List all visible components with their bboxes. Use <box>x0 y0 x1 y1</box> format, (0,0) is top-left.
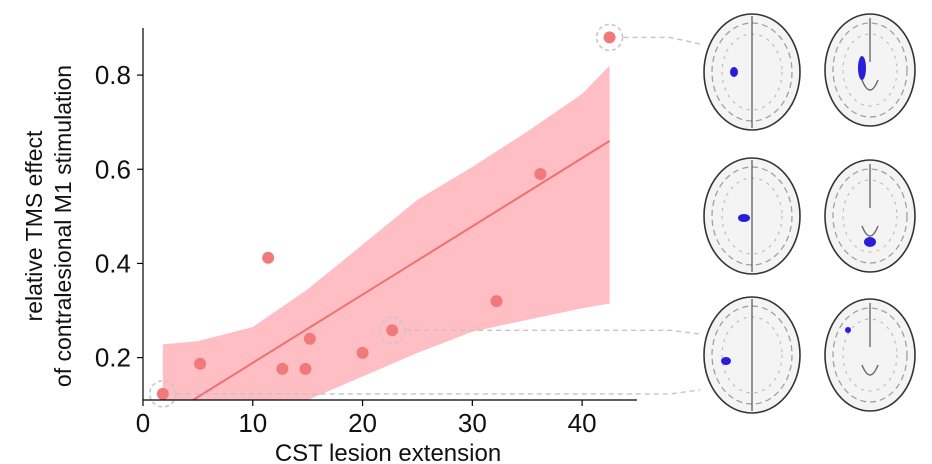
white-matter-folds <box>842 33 898 107</box>
y-tick-label: 0.2 <box>95 343 131 373</box>
white-matter-folds <box>842 318 898 392</box>
regression-line <box>192 140 611 401</box>
brain-outline <box>824 13 916 127</box>
axial-brain-slice <box>703 296 801 414</box>
axes <box>137 28 637 406</box>
x-axis-label: CST lesion extension <box>275 440 501 464</box>
data-point <box>386 324 399 337</box>
data-point <box>194 357 207 370</box>
brain-outline <box>824 298 916 412</box>
y-axis-label-line-1: relative TMS effect <box>21 130 47 322</box>
y-axis-label-line-2: of contralesional M1 stimulation <box>50 65 76 387</box>
brainstem <box>861 225 879 237</box>
connector-line <box>406 329 701 335</box>
tick-labels: 0 10 20 30 40 0.2 0.4 0.6 0.8 <box>95 60 597 438</box>
highlight-ring <box>378 316 406 345</box>
cortex-folds <box>711 22 793 122</box>
lesion-marker <box>864 237 876 247</box>
lesion-marker <box>845 327 851 333</box>
cortex-folds <box>832 22 908 118</box>
lesion-marker <box>858 56 866 80</box>
x-tick-label: 30 <box>458 408 487 438</box>
confidence-band-layer <box>162 65 610 400</box>
y-tick-label: 0.4 <box>95 248 131 278</box>
cortex-folds <box>711 305 793 405</box>
brain-scan-panels <box>703 13 916 414</box>
lesion-marker <box>721 357 731 365</box>
x-tick-label: 40 <box>568 408 597 438</box>
coronal-brain-slice <box>824 159 916 273</box>
white-matter-folds <box>842 179 898 253</box>
highlight-ring <box>595 23 624 52</box>
coronal-brain-slice <box>824 298 916 412</box>
data-point <box>603 31 616 44</box>
data-point <box>156 387 169 400</box>
x-tick-label: 20 <box>348 408 377 438</box>
cortex-folds <box>832 307 908 403</box>
data-point <box>303 332 316 345</box>
axial-brain-slice <box>703 13 801 131</box>
data-point <box>299 362 312 375</box>
brainstem <box>861 364 879 376</box>
data-point <box>262 251 275 264</box>
brainstem <box>861 79 879 91</box>
confidence-band <box>162 65 610 400</box>
axial-brain-slice <box>703 157 801 275</box>
lesion-marker <box>730 67 738 77</box>
brain-outline <box>824 159 916 273</box>
lesion-marker <box>738 214 750 222</box>
x-tick-label: 10 <box>238 408 267 438</box>
data-point <box>276 362 289 375</box>
y-tick-label: 0.6 <box>95 154 131 184</box>
cortex-folds <box>832 168 908 264</box>
x-tick-label: 0 <box>136 408 150 438</box>
data-point-layer <box>148 23 624 408</box>
connector-line <box>623 36 701 45</box>
cortex-folds <box>711 166 793 266</box>
coronal-brain-slice <box>824 13 916 127</box>
connector-lines <box>176 36 701 395</box>
y-tick-label: 0.8 <box>95 60 131 90</box>
regression-line-layer <box>192 140 611 401</box>
data-point <box>534 167 547 180</box>
data-point <box>356 346 369 359</box>
data-point <box>490 295 503 308</box>
connector-line <box>176 389 701 395</box>
highlight-ring <box>148 380 177 408</box>
